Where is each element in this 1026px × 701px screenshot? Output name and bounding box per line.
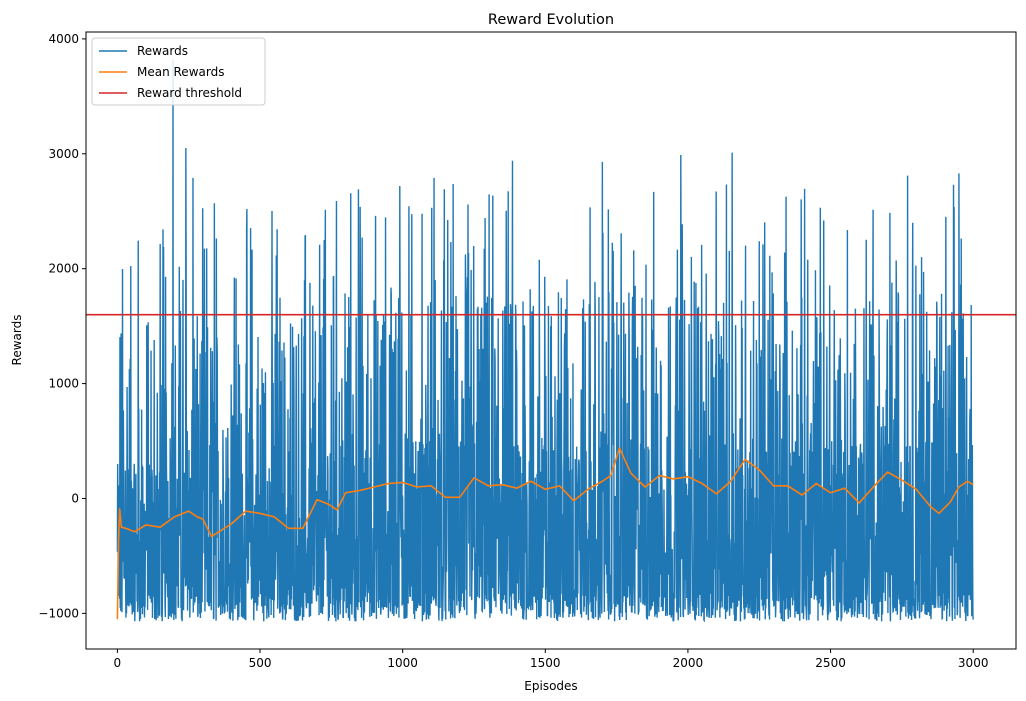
legend: Rewards Mean Rewards Reward threshold: [91, 37, 266, 106]
x-tick-label: 2000: [673, 656, 704, 670]
y-axis-label: Rewards: [10, 315, 24, 366]
legend-label-threshold: Reward threshold: [137, 86, 242, 100]
legend-label-rewards: Rewards: [137, 44, 188, 58]
y-tick-label: 4000: [48, 32, 79, 46]
y-tick-label: 0: [71, 491, 79, 505]
rewards-series: [116, 59, 974, 623]
x-tick-label: 0: [114, 656, 122, 670]
x-axis: 0 500 1000 1500 2000 2500 3000: [114, 649, 989, 670]
y-tick-label: 1000: [48, 377, 79, 391]
mean-rewards-series: [116, 447, 974, 620]
rewards-line: [116, 59, 974, 623]
x-tick-label: 2500: [815, 656, 846, 670]
y-tick-label: 3000: [48, 147, 79, 161]
x-tick-label: 3000: [958, 656, 989, 670]
x-tick-label: 1500: [530, 656, 561, 670]
plot-frame: [85, 31, 1017, 650]
y-axis: −1000 0 1000 2000 3000 4000: [38, 32, 86, 620]
chart-title: Reward Evolution: [488, 12, 614, 28]
x-axis-label: Episodes: [524, 679, 577, 693]
y-tick-label: 2000: [48, 262, 79, 276]
y-tick-label: −1000: [38, 606, 79, 620]
mean-rewards-line: [116, 447, 974, 620]
x-tick-label: 500: [249, 656, 272, 670]
legend-box: [91, 37, 266, 106]
legend-label-mean-rewards: Mean Rewards: [137, 65, 224, 79]
x-tick-label: 1000: [387, 656, 418, 670]
